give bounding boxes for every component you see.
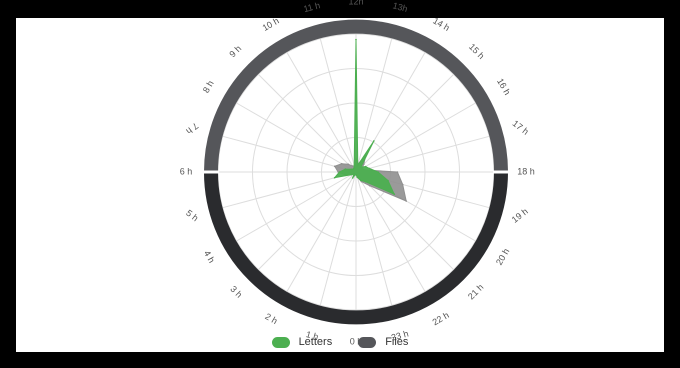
grid-spoke-16: [355, 102, 476, 173]
grid-spoke-13: [355, 38, 393, 173]
data-point-files-20: [405, 200, 408, 202]
hour-label-14: 14 h: [431, 16, 451, 33]
hour-label-0: 0 h: [350, 336, 363, 346]
data-point-letters-12: [355, 38, 357, 41]
data-point-letters-21: [365, 181, 367, 183]
hour-label-2: 2 h: [263, 311, 279, 326]
data-point-letters-16: [364, 165, 367, 168]
grid-spoke-15: [355, 74, 454, 173]
grid-spoke-3: [258, 171, 357, 270]
hour-label-8: 8 h: [201, 79, 216, 95]
data-point-files-8: [340, 162, 343, 165]
day-ring: [203, 19, 508, 173]
grid-spoke-7: [222, 135, 357, 173]
data-point-letters-4: [350, 174, 353, 176]
data-point-letters-3: [353, 173, 355, 175]
data-point-letters-6: [338, 171, 341, 173]
data-point-letters-15: [360, 166, 362, 168]
hour-label-6: 6 h: [180, 166, 193, 176]
grid-spoke-2: [286, 171, 357, 292]
grid-spoke-8: [236, 102, 357, 173]
hour-label-11: 11 h: [302, 0, 321, 14]
data-point-letters-20: [393, 193, 396, 195]
hour-label-12: 12h: [348, 0, 363, 6]
grid-spoke-22: [355, 171, 426, 292]
grid-spoke-21: [355, 171, 454, 270]
grid-spoke-1: [319, 171, 357, 306]
night-ring: [204, 171, 509, 325]
data-point-letters-19: [387, 179, 389, 182]
hour-label-17: 17 h: [511, 118, 531, 137]
grid-spoke-9: [258, 74, 357, 173]
data-point-letters-8: [350, 168, 353, 170]
legend-swatch-letters: [271, 336, 290, 348]
hour-label-16: 16 h: [495, 77, 512, 97]
data-point-letters-5: [333, 176, 336, 179]
data-point-letters-10: [353, 167, 355, 170]
chart-panel: [16, 18, 664, 352]
data-point-files-19: [401, 183, 404, 186]
data-point-letters-2: [351, 177, 354, 179]
data-point-files-9: [347, 163, 350, 165]
hour-label-19: 19 h: [510, 206, 530, 225]
hour-label-22: 22 h: [431, 310, 451, 327]
hour-label-5: 5 h: [184, 208, 200, 224]
data-point-files-10: [351, 165, 354, 167]
legend-item-letters[interactable]: Letters: [271, 336, 333, 348]
hour-label-15: 15 h: [467, 42, 486, 61]
hour-label-3: 3 h: [228, 284, 244, 300]
hour-label-18: 18 h: [517, 166, 535, 176]
hour-label-10: 10 h: [261, 16, 281, 33]
grid-spoke-23: [355, 171, 393, 306]
data-point-letters-22: [360, 179, 362, 182]
hour-label-1: 1 h: [305, 329, 320, 342]
grid-spoke-10: [286, 52, 357, 173]
hour-label-7: 7 h: [184, 121, 200, 137]
hour-label-23: 23 h: [390, 328, 410, 342]
grid-spoke-5: [222, 171, 357, 209]
grid-spoke-11: [319, 38, 357, 173]
hour-label-21: 21 h: [466, 282, 485, 301]
legend-label-files: Files: [385, 336, 409, 348]
hour-label-20: 20 h: [494, 247, 511, 267]
data-point-letters-13: [357, 164, 359, 167]
data-point-letters-18: [377, 171, 379, 173]
hour-label-4: 4 h: [202, 249, 217, 265]
hour-label-13: 13h: [392, 0, 409, 14]
hour-label-9: 9 h: [227, 43, 243, 59]
grid-spoke-17: [355, 135, 490, 173]
data-point-letters-7: [344, 168, 347, 170]
data-point-files-21: [368, 184, 371, 187]
legend-swatch-files: [358, 336, 377, 348]
legend-item-files[interactable]: Files: [358, 336, 408, 348]
legend-label-letters: Letters: [298, 336, 333, 348]
data-point-letters-11: [353, 164, 356, 167]
data-point-letters-14: [373, 140, 375, 142]
data-point-letters-17: [368, 167, 371, 170]
data-point-files-7: [333, 165, 336, 168]
grid-spoke-4: [236, 171, 357, 242]
data-point-files-18: [396, 171, 399, 173]
data-point-letters-1: [354, 173, 357, 176]
data-point-letters-23: [356, 176, 359, 179]
chart-legend: Letters Files: [0, 331, 680, 353]
data-point-files-15: [363, 163, 365, 165]
